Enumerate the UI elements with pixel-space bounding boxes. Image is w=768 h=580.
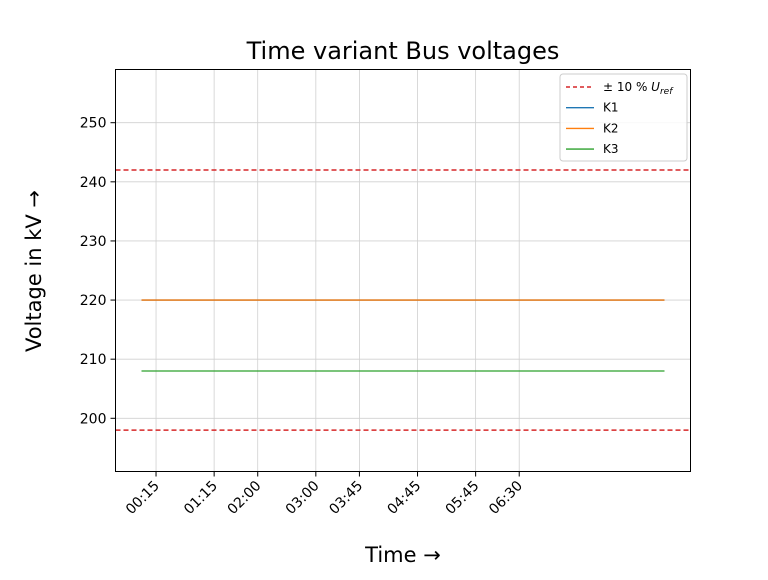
y-tick-label: 240 xyxy=(80,175,107,191)
legend-label: K3 xyxy=(603,142,619,156)
y-axis-label: Voltage in kV → xyxy=(22,190,46,352)
y-tick-label: 230 xyxy=(80,234,107,250)
legend: ± 10 % Uref K1 K2 K3 xyxy=(559,73,688,162)
legend-label: K1 xyxy=(603,101,619,115)
x-axis-label: Time → xyxy=(364,543,441,567)
chart-title: Time variant Bus voltages xyxy=(246,37,560,65)
y-tick-label: 210 xyxy=(80,352,107,368)
legend-box xyxy=(559,73,688,162)
y-tick-label: 250 xyxy=(80,116,107,132)
legend-label: ± 10 % Uref xyxy=(603,80,674,97)
y-tick-label: 220 xyxy=(80,293,107,309)
plot-frame xyxy=(115,69,691,472)
legend-label: K2 xyxy=(603,121,619,135)
y-tick-label: 200 xyxy=(80,411,107,427)
y-axis-ticks: 200 210 220 230 240 250 xyxy=(80,116,116,427)
series-lines xyxy=(141,299,665,372)
